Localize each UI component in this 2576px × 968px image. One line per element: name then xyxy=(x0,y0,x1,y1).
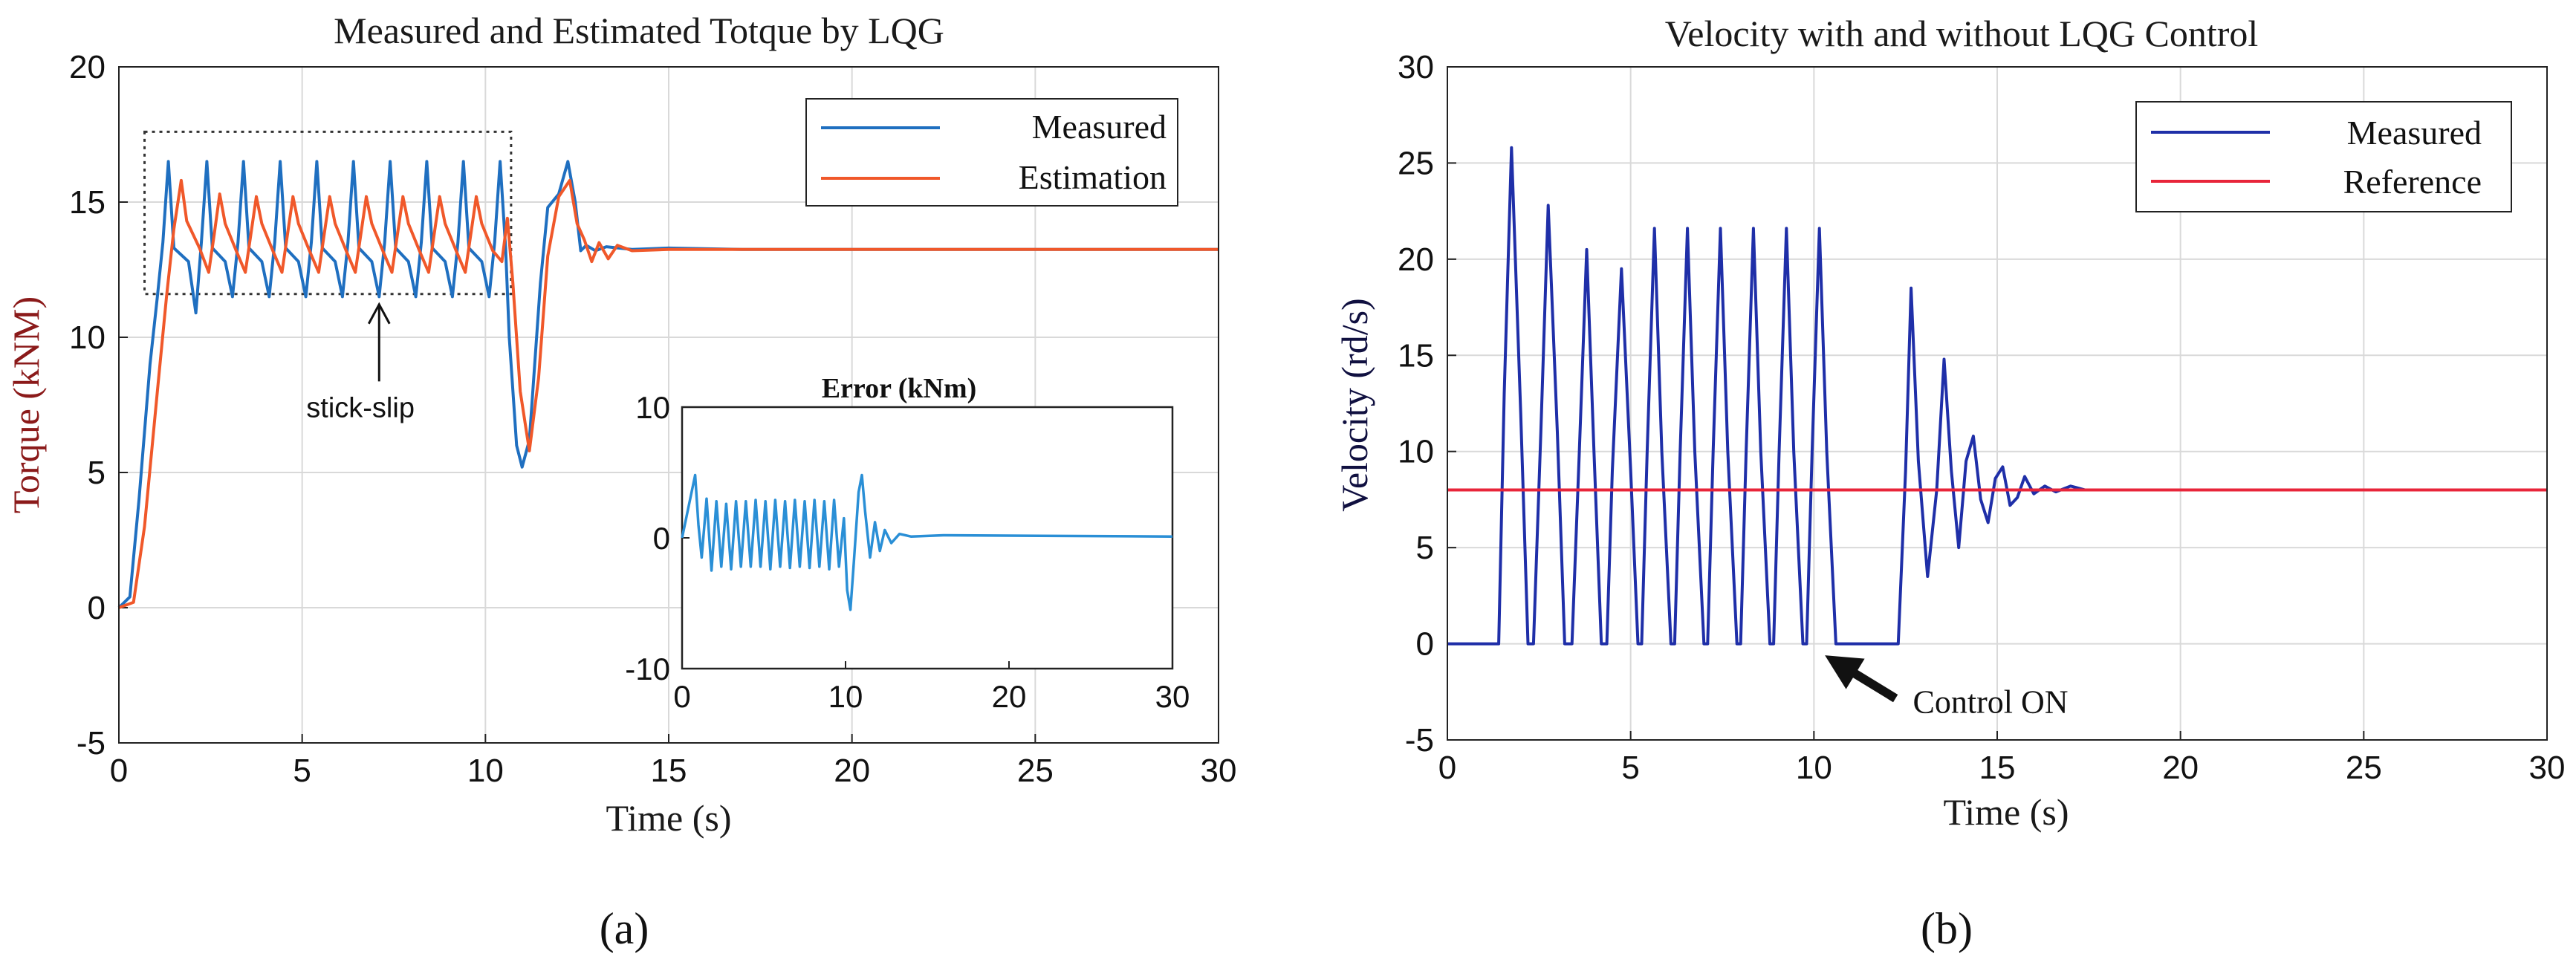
x-tick-label: 15 xyxy=(651,753,687,789)
chart-b-x-ticks: 0 5 10 15 20 25 30 xyxy=(1438,731,2566,786)
y-tick-label: 15 xyxy=(69,184,106,221)
chart-b-y-axis-label: Velocity (rd/s) xyxy=(1334,298,1375,511)
chart-a-legend: Measured Estimation xyxy=(805,98,1178,207)
inset-title: Error (kNm) xyxy=(822,373,977,404)
series-line-estimation xyxy=(118,178,1219,609)
series-line-error xyxy=(681,473,1173,611)
x-tick-label: 25 xyxy=(1017,753,1054,789)
y-tick-label: 10 xyxy=(1398,434,1434,470)
x-tick-label: 30 xyxy=(2529,750,2566,786)
panel-a: Measured and Estimated Totque by LQG -50… xyxy=(5,10,1236,953)
y-tick-label: 20 xyxy=(69,49,106,85)
legend-measured-label: Measured xyxy=(1032,108,1167,146)
chart-a-frame xyxy=(118,66,1219,744)
inset-x-tick-label: 0 xyxy=(673,679,690,714)
y-tick-label: -5 xyxy=(77,725,106,761)
x-tick-label: 20 xyxy=(2162,750,2199,786)
stick-slip-label: stick-slip xyxy=(306,392,415,423)
x-tick-label: 25 xyxy=(2346,750,2382,786)
chart-a-y-ticks: -5 0 5 10 15 20 xyxy=(69,49,128,761)
chart-b-legend: Measured Reference xyxy=(2135,101,2512,212)
inset-x-tick-label: 30 xyxy=(1155,679,1190,714)
inset-x-tick-label: 20 xyxy=(992,679,1027,714)
y-tick-label: 30 xyxy=(1398,49,1434,85)
x-tick-label: 10 xyxy=(1796,750,1832,786)
chart-b-title: Velocity with and without LQG Control xyxy=(1665,13,2259,54)
y-tick-label: 15 xyxy=(1398,337,1434,374)
chart-b-legend-box xyxy=(2135,101,2512,212)
legend-measured-label: Measured xyxy=(2347,114,2482,152)
x-tick-label: 0 xyxy=(110,753,128,789)
chart-a-x-axis-label: Time (s) xyxy=(606,797,731,839)
inset-y-tick-label: 0 xyxy=(653,521,670,556)
inset-frame xyxy=(681,406,1174,670)
y-tick-label: 0 xyxy=(88,590,106,626)
x-tick-label: 20 xyxy=(834,753,870,789)
chart-b-frame xyxy=(1447,66,2548,741)
x-tick-label: 0 xyxy=(1438,750,1456,786)
legend-reference-label: Reference xyxy=(2343,163,2482,201)
chart-a-series xyxy=(117,160,1219,609)
panel-a-label: (a) xyxy=(600,904,649,953)
inset-series xyxy=(681,473,1173,611)
series-line-measured xyxy=(1447,146,2086,646)
y-tick-label: -5 xyxy=(1405,722,1434,759)
chart-a-x-ticks: 0 5 10 15 20 25 30 xyxy=(110,734,1237,789)
x-tick-label: 30 xyxy=(1201,753,1237,789)
x-tick-label: 10 xyxy=(467,753,504,789)
y-tick-label: 10 xyxy=(69,319,106,356)
panel-b-label: (b) xyxy=(1921,904,1973,953)
y-tick-label: 25 xyxy=(1398,145,1434,181)
chart-a-y-axis-label: Torque (kNM) xyxy=(5,296,47,513)
legend-estimation-label: Estimation xyxy=(1019,158,1167,196)
chart-a-legend-box xyxy=(805,98,1178,207)
control-on-label: Control ON xyxy=(1913,683,2069,720)
y-tick-label: 5 xyxy=(88,455,106,491)
chart-b-series xyxy=(1447,146,2547,646)
y-tick-label: 5 xyxy=(1416,530,1434,566)
chart-a-title: Measured and Estimated Totque by LQG xyxy=(334,10,944,51)
inset-x-tick-label: 10 xyxy=(828,679,863,714)
series-line-measured xyxy=(117,160,1219,609)
chart-b-x-axis-label: Time (s) xyxy=(1943,791,2069,833)
x-tick-label: 15 xyxy=(1979,750,2016,786)
inset-y-tick-label: 10 xyxy=(635,390,670,425)
panel-b: Velocity with and without LQG Control -5… xyxy=(1334,13,2565,953)
x-tick-label: 5 xyxy=(1621,750,1639,786)
stick-slip-arrow-head xyxy=(367,302,391,325)
y-tick-label: 20 xyxy=(1398,241,1434,278)
chart-b-y-ticks: -5 0 5 10 15 20 25 30 xyxy=(1398,49,1456,759)
y-tick-label: 0 xyxy=(1416,626,1434,663)
inset-y-tick-label: -10 xyxy=(625,652,670,686)
x-tick-label: 5 xyxy=(293,753,311,789)
control-on-arrow-head xyxy=(1825,655,1865,689)
stick-slip-region-box xyxy=(143,130,513,296)
